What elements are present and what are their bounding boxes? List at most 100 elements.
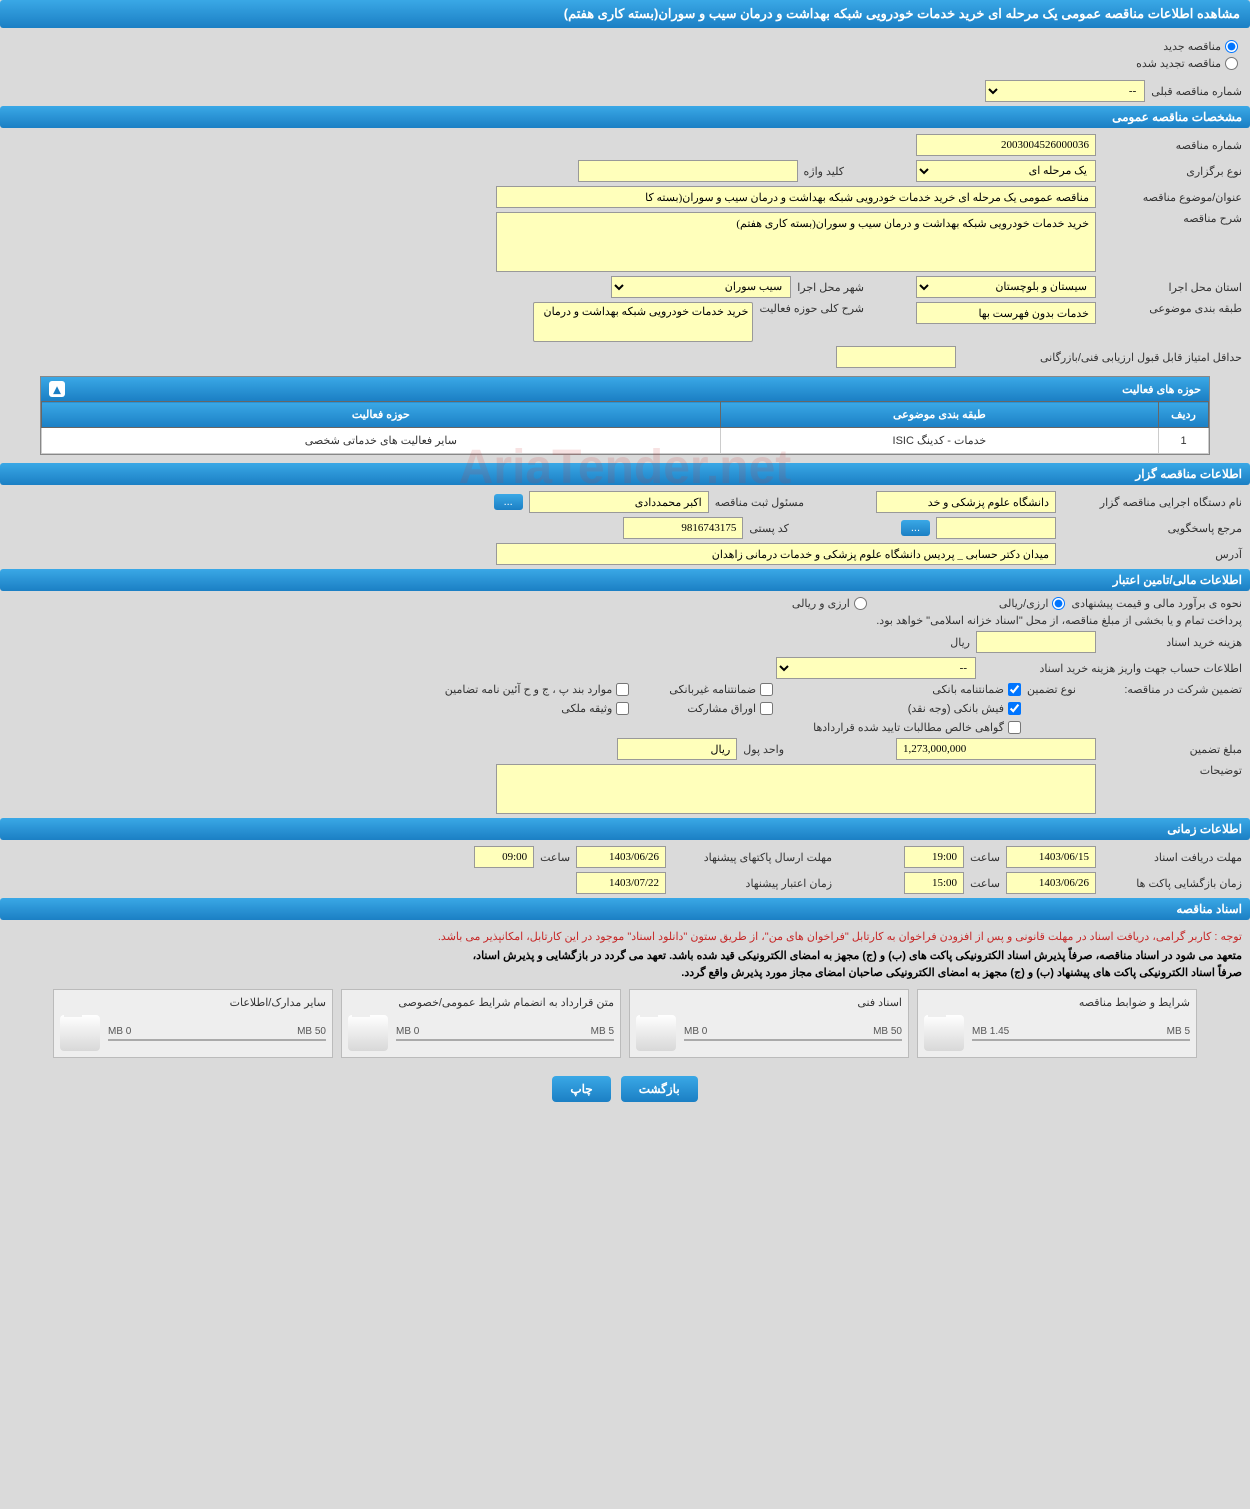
bid-deadline-time[interactable] [474, 846, 534, 868]
registrar-input[interactable] [529, 491, 709, 513]
th-category: طبقه بندی موضوعی [720, 402, 1158, 428]
ellipsis-button-2[interactable]: ... [901, 520, 930, 536]
radio-rial[interactable]: ارزی/ریالی [999, 597, 1066, 610]
deposit-account-select[interactable]: -- [776, 657, 976, 679]
chk-bank-receipt[interactable]: فیش بانکی (وجه نقد) [813, 702, 1021, 715]
validity-label: زمان اعتبار پیشنهاد [672, 877, 832, 890]
org-name-input[interactable] [876, 491, 1056, 513]
keyword-input[interactable] [578, 160, 798, 182]
section-documents: اسناد مناقصه [0, 898, 1250, 920]
opening-label: زمان بازگشایی پاکت ها [1102, 877, 1242, 890]
notes-textarea[interactable] [496, 764, 1096, 814]
description-textarea[interactable]: خرید خدمات خودرویی شبکه بهداشت و درمان س… [496, 212, 1096, 272]
cell-idx: 1 [1159, 428, 1209, 454]
notes-label: توضیحات [1102, 764, 1242, 777]
guarantee-unit-input[interactable] [617, 738, 737, 760]
province-select[interactable]: سیستان و بلوچستان [916, 276, 1096, 298]
address-label: آدرس [1062, 548, 1242, 561]
section-timing: اطلاعات زمانی [0, 818, 1250, 840]
doc-title: شرایط و ضوابط مناقصه [924, 996, 1190, 1009]
doc-cost-input[interactable] [976, 631, 1096, 653]
doc-card[interactable]: اسناد فنی 50 MB0 MB [629, 989, 909, 1058]
collapse-icon[interactable]: ▴ [49, 381, 65, 397]
chk-net-cert[interactable]: گواهی خالص مطالبات تایید شده قراردادها [813, 721, 1021, 734]
radio-renewed-tender[interactable]: مناقصه تجدید شده [12, 57, 1238, 70]
subject-input[interactable] [496, 186, 1096, 208]
page-title: مشاهده اطلاعات مناقصه عمومی یک مرحله ای … [0, 0, 1250, 28]
opening-time[interactable] [904, 872, 964, 894]
folder-icon [348, 1015, 388, 1051]
chk-property[interactable]: وثیقه ملکی [445, 702, 629, 715]
progress-bar [396, 1039, 614, 1041]
guarantee-label: تضمین شرکت در مناقصه: [1082, 683, 1242, 696]
postal-code-label: کد پستی [749, 522, 788, 535]
doc-deadline-date[interactable] [1006, 846, 1096, 868]
ellipsis-button[interactable]: ... [494, 494, 523, 510]
postal-code-input[interactable] [623, 517, 743, 539]
chk-nonbank[interactable]: ضمانتنامه غیربانکی [669, 683, 773, 696]
doc-title: متن قرارداد به انضمام شرایط عمومی/خصوصی [348, 996, 614, 1009]
holding-type-label: نوع برگزاری [1102, 165, 1242, 178]
subject-label: عنوان/موضوع مناقصه [1102, 191, 1242, 204]
warning-line-2: متعهد می شود در اسناد مناقصه، صرفاً پذیر… [0, 947, 1250, 964]
activity-table: حوزه های فعالیت ▴ ردیف طبقه بندی موضوعی … [40, 376, 1210, 455]
org-name-label: نام دستگاه اجرایی مناقصه گزار [1062, 496, 1242, 509]
guarantee-amount-label: مبلغ تضمین [1102, 743, 1242, 756]
city-select[interactable]: سیب سوران [611, 276, 791, 298]
print-button[interactable]: چاپ [552, 1076, 610, 1102]
tender-type-radio-group: مناقصه جدید مناقصه تجدید شده [0, 34, 1250, 76]
chk-bonds[interactable]: اوراق مشارکت [669, 702, 773, 715]
folder-icon [60, 1015, 100, 1051]
doc-title: سایر مدارک/اطلاعات [60, 996, 326, 1009]
warning-line-3: صرفاً اسناد الکترونیکی پاکت های پیشنهاد … [0, 964, 1250, 981]
tender-number-label: شماره مناقصه [1102, 139, 1242, 152]
progress-bar [684, 1039, 902, 1041]
opening-date[interactable] [1006, 872, 1096, 894]
prev-number-select[interactable]: -- [985, 80, 1145, 102]
province-label: استان محل اجرا [1102, 281, 1242, 294]
cell-cat: خدمات - کدینگ ISIC [720, 428, 1158, 454]
activity-scope-select[interactable]: خرید خدمات خودرویی شبکه بهداشت و درمان [533, 302, 753, 342]
doc-deadline-time[interactable] [904, 846, 964, 868]
folder-icon [636, 1015, 676, 1051]
warning-line-1: توجه : کاربر گرامی، دریافت اسناد در مهلت… [0, 926, 1250, 947]
doc-card[interactable]: متن قرارداد به انضمام شرایط عمومی/خصوصی … [341, 989, 621, 1058]
min-score-label: حداقل امتیاز قابل قبول ارزیابی فنی/بازرگ… [962, 351, 1242, 364]
holding-type-select[interactable]: یک مرحله ای [916, 160, 1096, 182]
guarantee-type-label: نوع تضمین [1027, 683, 1076, 696]
validity-date[interactable] [576, 872, 666, 894]
radio-renewed-label: مناقصه تجدید شده [1136, 57, 1221, 70]
city-label: شهر محل اجرا [797, 281, 864, 294]
doc-card[interactable]: شرایط و ضوابط مناقصه 5 MB1.45 MB [917, 989, 1197, 1058]
response-ref-label: مرجع پاسخگویی [1062, 522, 1242, 535]
min-score-input[interactable] [836, 346, 956, 368]
guarantee-amount-input[interactable] [896, 738, 1096, 760]
deposit-account-label: اطلاعات حساب جهت واریز هزینه خرید اسناد [982, 662, 1242, 675]
category-label: طبقه بندی موضوعی [1102, 302, 1242, 315]
activity-table-title: حوزه های فعالیت [1122, 383, 1201, 396]
doc-deadline-label: مهلت دریافت اسناد [1102, 851, 1242, 864]
category-input[interactable] [916, 302, 1096, 324]
section-financial: اطلاعات مالی/تامین اعتبار [0, 569, 1250, 591]
chk-regulation[interactable]: موارد بند پ ، ج و ح آئین نامه تضامین [445, 683, 629, 696]
response-ref-input[interactable] [936, 517, 1056, 539]
address-input[interactable] [496, 543, 1056, 565]
radio-new-input[interactable] [1225, 40, 1238, 53]
keyword-label: کلید واژه [804, 165, 844, 178]
radio-currency[interactable]: ارزی و ریالی [792, 597, 867, 610]
back-button[interactable]: بازگشت [621, 1076, 698, 1102]
bid-deadline-date[interactable] [576, 846, 666, 868]
bid-deadline-label: مهلت ارسال پاکتهای پیشنهاد [672, 851, 832, 864]
estimate-method-label: نحوه ی برآورد مالی و قیمت پیشنهادی [1071, 597, 1242, 610]
registrar-label: مسئول ثبت مناقصه [715, 496, 804, 509]
progress-bar [108, 1039, 326, 1041]
table-row: 1 خدمات - کدینگ ISIC سایر فعالیت های خدم… [42, 428, 1209, 454]
th-row: ردیف [1159, 402, 1209, 428]
doc-card[interactable]: سایر مدارک/اطلاعات 50 MB0 MB [53, 989, 333, 1058]
tender-number-input[interactable] [916, 134, 1096, 156]
radio-new-tender[interactable]: مناقصه جدید [12, 40, 1238, 53]
activity-scope-label: شرح کلی حوزه فعالیت [759, 302, 864, 315]
radio-renewed-input[interactable] [1225, 57, 1238, 70]
chk-bank-guarantee[interactable]: ضمانتنامه بانکی [813, 683, 1021, 696]
payment-note: پرداخت تمام و یا بخشی از مبلغ مناقصه، از… [876, 614, 1242, 627]
